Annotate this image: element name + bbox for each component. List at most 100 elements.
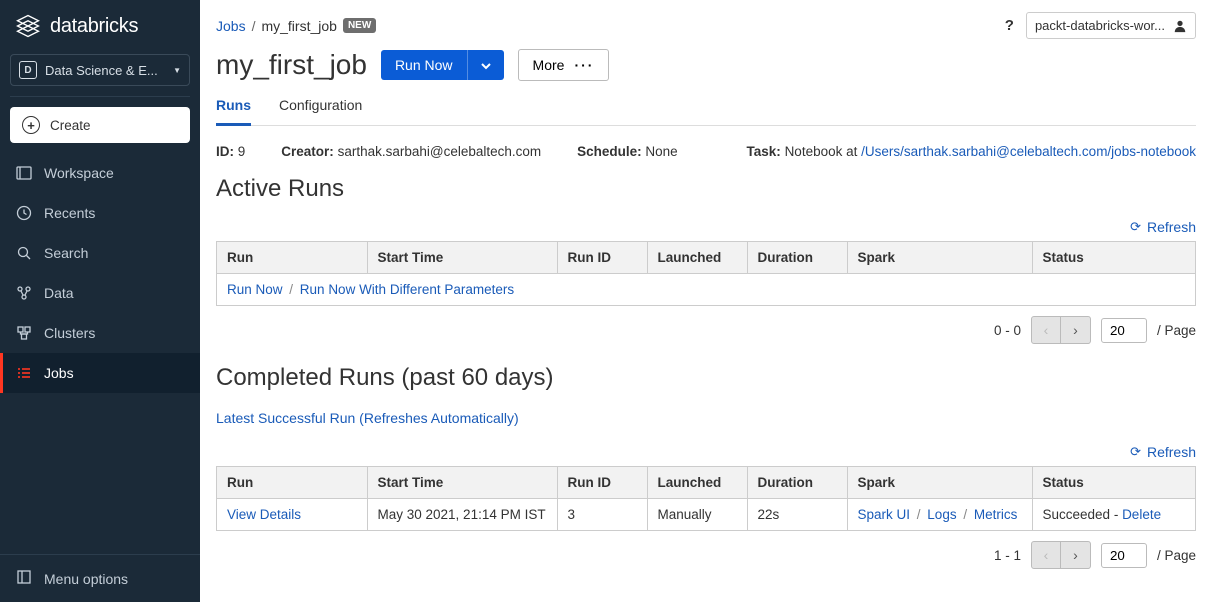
menu-options-button[interactable]: Menu options <box>0 554 200 602</box>
cell-duration: 22s <box>747 499 847 531</box>
spark-ui-link[interactable]: Spark UI <box>858 507 911 522</box>
sidebar-item-data[interactable]: Data <box>0 273 200 313</box>
tab-runs[interactable]: Runs <box>216 91 251 126</box>
col-runid: Run ID <box>557 242 647 274</box>
col-status: Status <box>1032 242 1195 274</box>
empty-row: Run Now / Run Now With Different Paramet… <box>217 274 1195 306</box>
cell-start: May 30 2021, 21:14 PM IST <box>367 499 557 531</box>
account-switcher[interactable]: packt-databricks-wor... <box>1026 12 1196 39</box>
cell-runid: 3 <box>557 499 647 531</box>
tabs: Runs Configuration <box>216 91 1196 126</box>
job-title: my_first_job <box>216 49 367 81</box>
cell-spark: Spark UI / Logs / Metrics <box>847 499 1032 531</box>
jobs-icon <box>16 365 32 381</box>
search-icon <box>16 245 32 261</box>
table-row: View Details May 30 2021, 21:14 PM IST 3… <box>217 499 1195 531</box>
sidebar-item-label: Clusters <box>44 325 95 341</box>
new-badge: NEW <box>343 18 376 33</box>
page-size-input[interactable] <box>1101 318 1147 343</box>
topbar: Jobs / my_first_job NEW ? packt-databric… <box>216 0 1196 45</box>
more-button[interactable]: More ··· <box>518 49 610 81</box>
clock-icon <box>16 205 32 221</box>
workspace-icon: D <box>19 61 37 79</box>
breadcrumb: Jobs / my_first_job NEW <box>216 18 376 34</box>
run-now-button[interactable]: Run Now <box>381 50 504 80</box>
logs-link[interactable]: Logs <box>927 507 956 522</box>
completed-runs-heading: Completed Runs (past 60 days) <box>216 364 1196 392</box>
ellipsis-icon: ··· <box>574 57 594 73</box>
col-spark: Spark <box>847 242 1032 274</box>
job-header: my_first_job Run Now More ··· <box>216 45 1196 91</box>
databricks-logo-icon <box>14 12 42 40</box>
workspace-icon <box>16 165 32 181</box>
sidebar-item-label: Workspace <box>44 165 114 181</box>
col-launched: Launched <box>647 242 747 274</box>
col-start: Start Time <box>367 467 557 499</box>
sidebar-item-label: Recents <box>44 205 95 221</box>
divider <box>10 96 190 97</box>
pager-next-button[interactable]: › <box>1061 316 1091 344</box>
refresh-button[interactable]: ⟳Refresh <box>1130 444 1196 460</box>
menu-icon <box>16 569 32 588</box>
chevron-down-icon: ▼ <box>173 66 181 75</box>
run-now-link[interactable]: Run Now <box>227 282 283 297</box>
help-icon[interactable]: ? <box>1005 17 1014 34</box>
meta-creator: Creator: sarthak.sarbahi@celebaltech.com <box>281 144 541 159</box>
create-label: Create <box>50 118 91 133</box>
breadcrumb-separator: / <box>252 18 256 34</box>
sidebar-item-recents[interactable]: Recents <box>0 193 200 233</box>
topbar-right: ? packt-databricks-wor... <box>1005 12 1196 39</box>
brand-name: databricks <box>50 15 138 38</box>
active-refresh-row: ⟳Refresh <box>216 219 1196 235</box>
workspace-switcher[interactable]: D Data Science & E... ▼ <box>10 54 190 86</box>
completed-refresh-row: ⟳Refresh <box>216 444 1196 460</box>
sidebar-item-search[interactable]: Search <box>0 233 200 273</box>
refresh-icon: ⟳ <box>1130 219 1141 235</box>
refresh-button[interactable]: ⟳Refresh <box>1130 219 1196 235</box>
completed-pager: 1 - 1 ‹ › / Page <box>216 531 1196 587</box>
sidebar-item-clusters[interactable]: Clusters <box>0 313 200 353</box>
delete-link[interactable]: Delete <box>1122 507 1161 522</box>
sidebar-item-workspace[interactable]: Workspace <box>0 153 200 193</box>
tab-configuration[interactable]: Configuration <box>279 91 362 125</box>
active-runs-table: Run Start Time Run ID Launched Duration … <box>216 241 1196 306</box>
completed-runs-table: Run Start Time Run ID Launched Duration … <box>216 466 1196 531</box>
col-run: Run <box>217 242 367 274</box>
status-text: Succeeded <box>1043 507 1111 522</box>
plus-circle-icon: + <box>22 116 40 134</box>
breadcrumb-current: my_first_job <box>261 18 336 34</box>
more-label: More <box>533 57 565 73</box>
meta-schedule: Schedule: None <box>577 144 678 159</box>
sidebar-item-jobs[interactable]: Jobs <box>0 353 200 393</box>
breadcrumb-root[interactable]: Jobs <box>216 18 246 34</box>
nav: Workspace Recents Search Data Clusters J… <box>0 153 200 554</box>
pager-next-button[interactable]: › <box>1061 541 1091 569</box>
user-icon <box>1173 19 1187 33</box>
refresh-icon: ⟳ <box>1130 444 1141 460</box>
sidebar: databricks D Data Science & E... ▼ + Cre… <box>0 0 200 602</box>
col-runid: Run ID <box>557 467 647 499</box>
metrics-link[interactable]: Metrics <box>974 507 1018 522</box>
latest-successful-link[interactable]: Latest Successful Run (Refreshes Automat… <box>216 410 1196 426</box>
run-now-label: Run Now <box>381 50 467 80</box>
col-spark: Spark <box>847 467 1032 499</box>
create-button[interactable]: + Create <box>10 107 190 143</box>
run-now-dropdown[interactable] <box>467 50 504 80</box>
run-now-params-link[interactable]: Run Now With Different Parameters <box>300 282 514 297</box>
job-meta: ID: 9 Creator: sarthak.sarbahi@celebalte… <box>216 140 1196 173</box>
pager-prev-button[interactable]: ‹ <box>1031 541 1061 569</box>
task-path-link[interactable]: /Users/sarthak.sarbahi@celebaltech.com/j… <box>861 144 1196 159</box>
cell-run: View Details <box>217 499 367 531</box>
view-details-link[interactable]: View Details <box>227 507 301 522</box>
menu-options-label: Menu options <box>44 571 128 587</box>
meta-id: ID: 9 <box>216 144 245 159</box>
page-size-input[interactable] <box>1101 543 1147 568</box>
pager-prev-button[interactable]: ‹ <box>1031 316 1061 344</box>
active-runs-heading: Active Runs <box>216 175 1196 203</box>
cell-launched: Manually <box>647 499 747 531</box>
col-run: Run <box>217 467 367 499</box>
table-header-row: Run Start Time Run ID Launched Duration … <box>217 467 1195 499</box>
brand-logo[interactable]: databricks <box>0 0 200 54</box>
table-row: Run Now / Run Now With Different Paramet… <box>217 274 1195 306</box>
table-header-row: Run Start Time Run ID Launched Duration … <box>217 242 1195 274</box>
